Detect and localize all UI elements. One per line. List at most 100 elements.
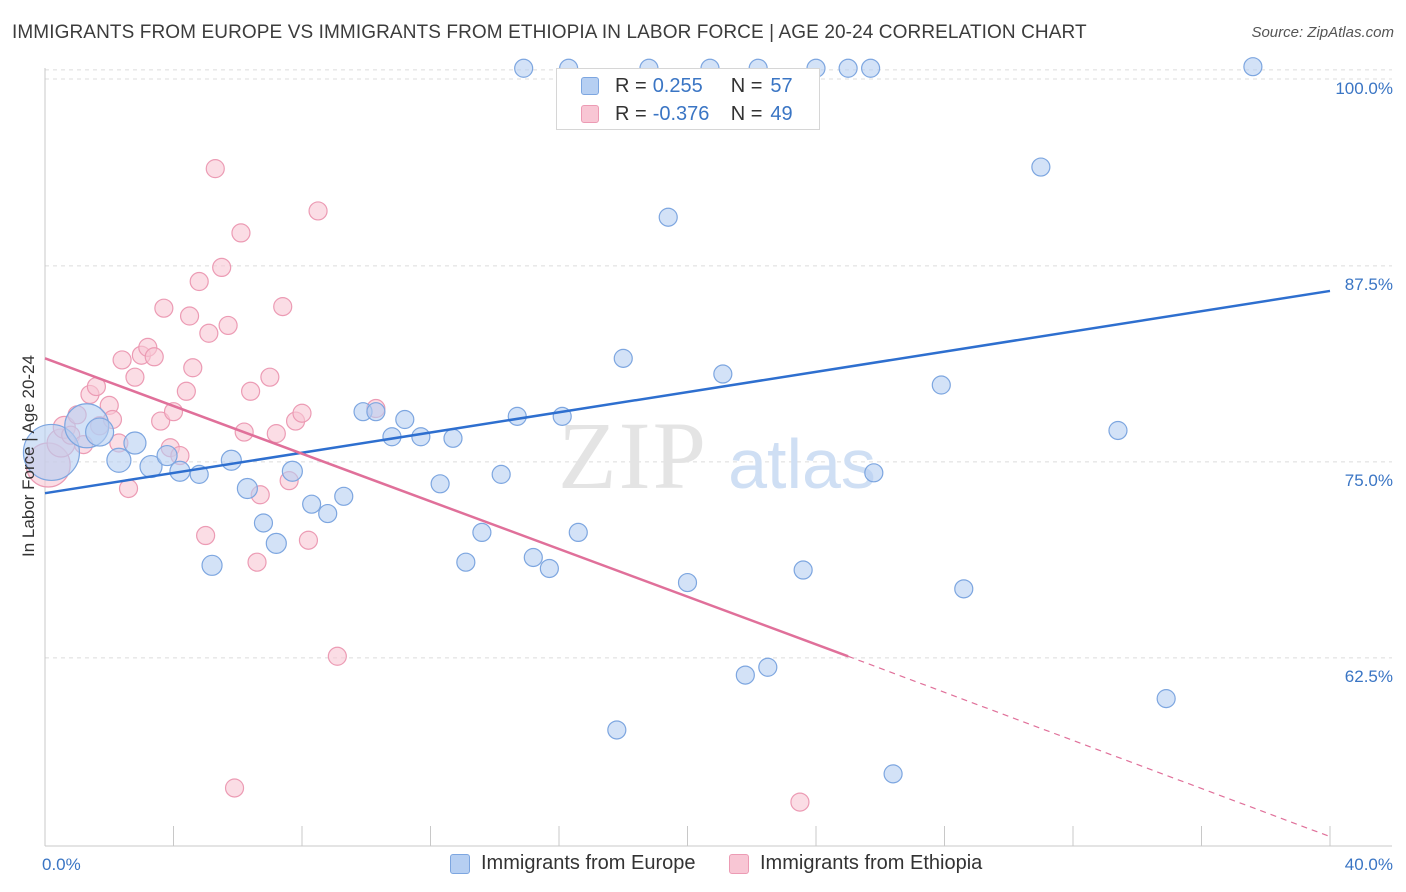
x-tick-label-min: 0.0% <box>42 855 81 874</box>
europe-point <box>265 532 287 554</box>
series-swatch-ethiopia <box>729 853 749 874</box>
europe-point <box>864 463 884 483</box>
ethiopia-point <box>176 381 196 401</box>
ethiopia-point <box>196 525 216 546</box>
legend-row-europe: R = 0.255 N = 57 <box>581 72 793 100</box>
europe-point <box>443 428 463 448</box>
europe-point <box>1108 420 1128 441</box>
ethiopia-point <box>183 358 203 378</box>
watermark: ZIP atlas <box>558 402 876 509</box>
watermark-zip: ZIP <box>558 402 708 509</box>
legend-r-label: R = <box>615 74 647 97</box>
europe-trend-line <box>44 289 1331 495</box>
legend-n-label: N = <box>730 102 763 125</box>
europe-point <box>713 364 733 384</box>
ethiopia-point <box>199 323 219 343</box>
europe-point <box>568 522 588 543</box>
series-label-europe: Immigrants from Europe <box>481 852 696 874</box>
trend-lines <box>44 289 1331 838</box>
europe-point <box>281 460 303 482</box>
ethiopia-trend-extension <box>847 655 1331 838</box>
europe-point <box>539 558 559 579</box>
legend-r-value: -0.376 <box>652 102 710 125</box>
europe-point <box>430 474 450 494</box>
europe-point <box>85 417 115 447</box>
y-axis-label: In Labor Force | Age 20-24 <box>19 355 38 557</box>
grid-lines <box>45 69 1392 659</box>
ethiopia-point <box>260 367 280 387</box>
legend-n-label: N = <box>730 74 763 97</box>
europe-point <box>613 348 633 368</box>
europe-point <box>123 431 147 455</box>
ethiopia-point <box>273 297 293 317</box>
europe-point <box>456 552 476 572</box>
ethiopia-point <box>298 530 319 550</box>
ethiopia-point <box>154 298 174 318</box>
series-legend-ethiopia: Immigrants from Ethiopia <box>729 852 982 875</box>
europe-point <box>514 58 534 78</box>
europe-point <box>883 764 903 784</box>
europe-point <box>411 427 431 447</box>
legend-n-value: 49 <box>770 102 793 125</box>
y-tick-label: 62.5% <box>1345 667 1393 686</box>
ethiopia-point <box>112 350 132 370</box>
legend-r-value: 0.255 <box>652 74 703 97</box>
europe-point <box>302 494 322 514</box>
y-tick-label: 75.0% <box>1345 471 1393 490</box>
europe-point <box>861 58 881 78</box>
ethiopia-point <box>266 424 286 444</box>
europe-point <box>658 207 678 227</box>
europe-point <box>318 503 338 524</box>
ethiopia-point <box>327 646 347 666</box>
legend-n-value: 57 <box>770 74 793 97</box>
europe-point <box>758 657 778 677</box>
europe-point <box>156 444 178 467</box>
correlation-legend: R = 0.255 N = 57 R = -0.376 N = 49 <box>556 68 820 130</box>
europe-point <box>735 665 755 685</box>
ethiopia-point <box>212 257 232 278</box>
europe-point <box>954 579 974 599</box>
europe-point <box>507 406 527 426</box>
europe-points <box>22 57 1263 784</box>
chart-title: IMMIGRANTS FROM EUROPE VS IMMIGRANTS FRO… <box>12 22 1087 43</box>
series-legend-europe: Immigrants from Europe <box>450 852 696 875</box>
ethiopia-point <box>205 159 225 179</box>
tick-labels: 100.0% 87.5% 75.0% 62.5% 0.0% 40.0% <box>42 79 1393 874</box>
ethiopia-point <box>125 367 145 387</box>
legend-r-label: R = <box>615 102 647 125</box>
europe-point <box>22 423 81 482</box>
europe-point <box>491 464 511 484</box>
europe-point <box>1031 157 1051 177</box>
series-label-ethiopia: Immigrants from Ethiopia <box>760 852 983 874</box>
ethiopia-point <box>231 223 251 243</box>
ethiopia-trend-line <box>44 357 849 658</box>
europe-point <box>838 58 858 78</box>
y-tick-label: 87.5% <box>1345 275 1393 294</box>
europe-point <box>366 402 386 422</box>
ethiopia-point <box>790 792 810 812</box>
europe-point <box>931 375 951 395</box>
europe-point <box>1156 689 1176 709</box>
series-swatch-europe <box>450 853 470 874</box>
europe-point <box>334 486 354 506</box>
ethiopia-point <box>189 271 209 292</box>
ethiopia-point <box>151 411 171 431</box>
legend-row-ethiopia: R = -0.376 N = 49 <box>581 100 793 128</box>
europe-point <box>106 447 132 473</box>
europe-point <box>253 513 274 533</box>
ethiopia-point <box>241 381 261 401</box>
y-tick-label: 100.0% <box>1335 79 1393 98</box>
legend-swatch-ethiopia <box>581 105 599 123</box>
ethiopia-point <box>247 552 267 572</box>
europe-point <box>236 477 258 500</box>
europe-point <box>677 572 698 593</box>
x-tick-label-max: 40.0% <box>1345 855 1393 874</box>
ethiopia-point <box>292 403 312 423</box>
ethiopia-point <box>308 201 328 221</box>
watermark-atlas: atlas <box>728 425 876 503</box>
ethiopia-point <box>144 347 164 367</box>
source-label: Source: ZipAtlas.com <box>1251 24 1394 41</box>
europe-point <box>1243 57 1263 77</box>
axes <box>44 68 1392 847</box>
europe-point <box>395 409 415 430</box>
